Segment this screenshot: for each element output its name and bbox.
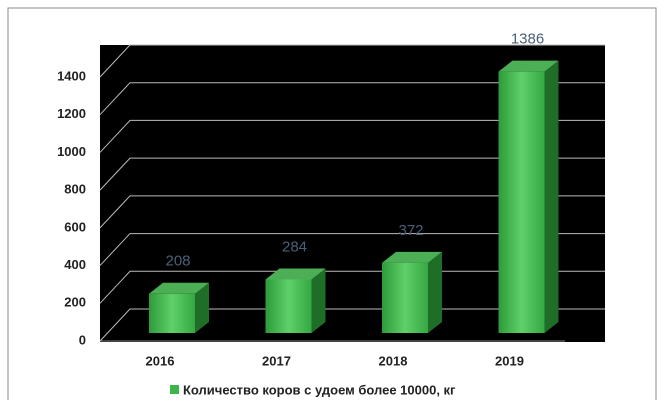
bar-top bbox=[265, 268, 326, 280]
y-tick-label: 400 bbox=[64, 257, 86, 272]
value-label: 208 bbox=[165, 253, 190, 270]
value-label: 284 bbox=[282, 238, 307, 255]
y-tick-label: 200 bbox=[64, 295, 86, 310]
legend-label: Количество коров с удоем более 10000, кг bbox=[183, 382, 456, 397]
value-label: 372 bbox=[398, 222, 423, 239]
grid-line bbox=[99, 157, 605, 191]
grid-line bbox=[99, 308, 605, 342]
x-tick-label: 2018 bbox=[379, 353, 408, 368]
grid-line bbox=[99, 44, 605, 78]
bar-side bbox=[428, 251, 442, 333]
bar-side bbox=[195, 282, 209, 333]
bar bbox=[382, 262, 428, 333]
bar bbox=[149, 293, 195, 333]
bar-side bbox=[311, 268, 326, 333]
value-label: 1386 bbox=[511, 31, 544, 48]
y-tick-label: 1000 bbox=[57, 144, 86, 159]
grid-line bbox=[99, 270, 605, 304]
grid-line bbox=[99, 82, 605, 116]
grid-line bbox=[99, 195, 605, 229]
x-tick-label: 2017 bbox=[262, 353, 291, 368]
bar bbox=[265, 279, 312, 333]
legend-swatch bbox=[170, 385, 179, 394]
y-tick-label: 800 bbox=[64, 182, 86, 197]
bar-side bbox=[544, 60, 559, 333]
y-tick-label: 1400 bbox=[57, 68, 86, 83]
bar-top bbox=[498, 60, 559, 72]
y-tick-label: 600 bbox=[64, 219, 86, 234]
bar bbox=[498, 71, 545, 333]
bar-top bbox=[149, 282, 209, 294]
bar-top bbox=[382, 251, 442, 263]
grid-line bbox=[99, 233, 605, 266]
grid-line bbox=[99, 119, 605, 153]
x-tick-label: 2019 bbox=[495, 353, 524, 368]
y-tick-label: 1200 bbox=[57, 106, 86, 121]
y-tick-label: 0 bbox=[79, 332, 86, 347]
x-tick-label: 2016 bbox=[146, 353, 175, 368]
